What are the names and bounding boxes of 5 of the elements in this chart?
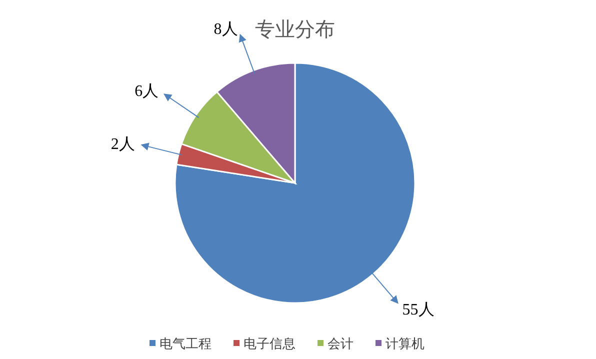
legend-label: 电气工程 <box>160 337 212 352</box>
title: 专业分布 <box>255 17 335 41</box>
legend-label: 计算机 <box>386 337 424 352</box>
legend-label: 电子信息 <box>244 337 296 352</box>
legend-label: 会计 <box>328 337 354 352</box>
